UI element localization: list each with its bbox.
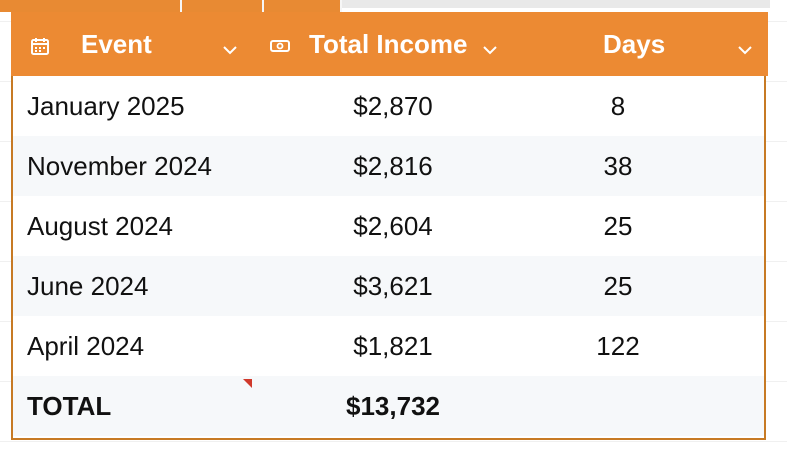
top-strip-segment — [182, 0, 264, 12]
column-header-income-label: Total Income — [309, 28, 468, 59]
event-cell[interactable]: April 2024 — [27, 330, 145, 361]
column-header-event[interactable]: Event — [29, 12, 261, 76]
days-cell[interactable]: 25 — [603, 270, 633, 301]
event-cell[interactable]: August 2024 — [27, 210, 174, 241]
income-cell[interactable]: $1,821 — [353, 330, 433, 361]
total-days-cell[interactable] — [483, 376, 753, 436]
income-cell[interactable]: $3,621 — [353, 270, 433, 301]
days-cell[interactable]: 122 — [596, 330, 640, 361]
column-header-days-label: Days — [603, 28, 666, 59]
chevron-down-icon[interactable] — [481, 35, 499, 55]
comment-marker[interactable] — [243, 379, 252, 388]
days-cell[interactable]: 38 — [603, 150, 633, 181]
chevron-down-icon[interactable] — [221, 35, 239, 55]
days-cell[interactable]: 8 — [610, 90, 626, 121]
top-strip — [0, 0, 770, 12]
column-header-event-label: Event — [81, 28, 152, 59]
column-header-income[interactable]: Total Income — [269, 12, 531, 76]
top-strip-segment — [264, 0, 342, 12]
event-cell[interactable]: January 2025 — [27, 90, 185, 121]
table-row[interactable]: November 2024 $2,816 38 — [13, 136, 764, 196]
money-icon — [269, 33, 291, 55]
total-income-cell[interactable]: $13,732 — [346, 390, 440, 421]
days-cell[interactable]: 25 — [603, 210, 633, 241]
calendar-icon — [29, 33, 51, 55]
income-cell[interactable]: $2,816 — [353, 150, 433, 181]
total-row[interactable]: TOTAL $13,732 — [13, 376, 764, 436]
income-cell[interactable]: $2,870 — [353, 90, 433, 121]
top-strip-segment — [0, 0, 182, 12]
total-label-cell[interactable]: TOTAL — [27, 390, 112, 421]
table-row[interactable]: August 2024 $2,604 25 — [13, 196, 764, 256]
table-body: January 2025 $2,870 8 November 2024 $2,8… — [13, 76, 764, 436]
income-cell[interactable]: $2,604 — [353, 210, 433, 241]
event-cell[interactable]: November 2024 — [27, 150, 212, 181]
table-row[interactable]: June 2024 $3,621 25 — [13, 256, 764, 316]
event-cell[interactable]: June 2024 — [27, 270, 149, 301]
data-table: Event Total Income — [11, 12, 768, 440]
column-header-days[interactable]: Days — [551, 12, 768, 76]
table-row[interactable]: April 2024 $1,821 122 — [13, 316, 764, 376]
chevron-down-icon[interactable] — [736, 35, 754, 55]
top-strip-rest — [342, 0, 770, 8]
table-row[interactable]: January 2025 $2,870 8 — [13, 76, 764, 136]
table-header: Event Total Income — [11, 12, 768, 76]
